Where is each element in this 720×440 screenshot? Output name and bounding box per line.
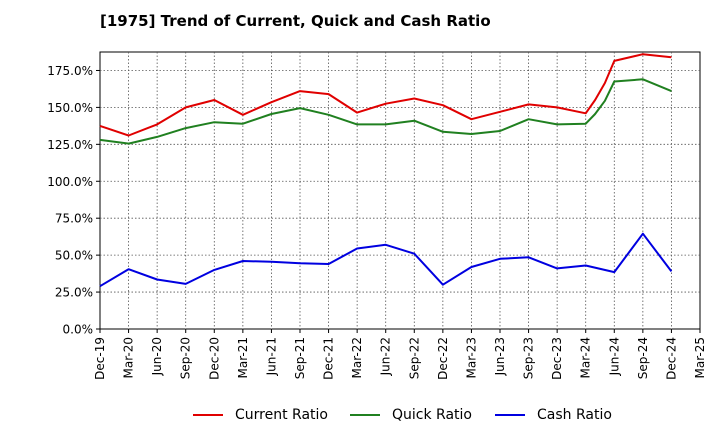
x-tick-label: Jun-23 [493, 337, 507, 376]
x-tick-label: Mar-20 [122, 337, 136, 378]
y-tick-label: 125.0% [47, 138, 93, 152]
x-tick-label: Jun-22 [379, 337, 393, 376]
legend-item-current-ratio: Current Ratio [193, 404, 328, 426]
x-tick-label: Dec-22 [436, 337, 450, 380]
series-lines [99, 53, 673, 288]
chart-title: [1975] Trend of Current, Quick and Cash … [100, 12, 491, 30]
x-tick-label: Mar-21 [236, 337, 250, 378]
grid-lines [100, 52, 700, 329]
legend-swatch-quick-ratio [350, 414, 380, 416]
x-tick-label: Dec-21 [322, 337, 336, 380]
legend-item-cash-ratio: Cash Ratio [495, 404, 612, 426]
y-tick-label: 50.0% [55, 249, 93, 263]
x-tick-label: Jun-21 [264, 337, 278, 376]
x-tick-label: Sep-23 [522, 337, 536, 379]
x-tick-label: Dec-19 [93, 337, 107, 380]
x-axis: Dec-19 Mar-20 Jun-20 Sep-20 Dec-20 Mar-21 Jun-… [93, 329, 707, 380]
legend-swatch-cash-ratio [495, 414, 525, 416]
x-tick-label: Sep-22 [407, 337, 421, 379]
y-axis: 0.0% 25.0% 50.0% 75.0% 100.0% 125.0% 150.0% 175… [47, 64, 100, 337]
y-tick-label: 75.0% [55, 212, 93, 226]
legend-label-current-ratio: Current Ratio [235, 407, 328, 423]
x-tick-label: Mar-24 [579, 337, 593, 378]
x-tick-label: Dec-20 [207, 337, 221, 380]
legend: Current Ratio Quick Ratio Cash Ratio [0, 404, 720, 426]
series-line-quick-ratio [99, 78, 672, 145]
x-tick-label: Mar-23 [464, 337, 478, 378]
y-tick-label: 0.0% [63, 323, 94, 337]
x-tick-label: Jun-24 [607, 337, 621, 376]
x-tick-label: Dec-24 [664, 337, 678, 380]
legend-label-cash-ratio: Cash Ratio [537, 407, 612, 423]
y-tick-label: 175.0% [47, 64, 93, 78]
x-tick-label: Mar-22 [350, 337, 364, 378]
x-tick-label: Jun-20 [150, 337, 164, 376]
x-tick-label: Sep-21 [293, 337, 307, 379]
x-tick-label: Dec-23 [550, 337, 564, 380]
legend-label-quick-ratio: Quick Ratio [392, 407, 472, 423]
legend-swatch-current-ratio [193, 414, 223, 416]
y-tick-label: 150.0% [47, 101, 93, 115]
plot-frame [99, 51, 701, 330]
series-line-current-ratio [99, 53, 672, 137]
x-tick-label: Mar-25 [693, 337, 707, 378]
x-tick-label: Sep-20 [179, 337, 193, 379]
legend-item-quick-ratio: Quick Ratio [350, 404, 472, 426]
x-tick-label: Sep-24 [636, 337, 650, 379]
series-line-cash-ratio [99, 232, 673, 288]
y-tick-label: 100.0% [47, 175, 93, 189]
y-tick-label: 25.0% [55, 286, 93, 300]
